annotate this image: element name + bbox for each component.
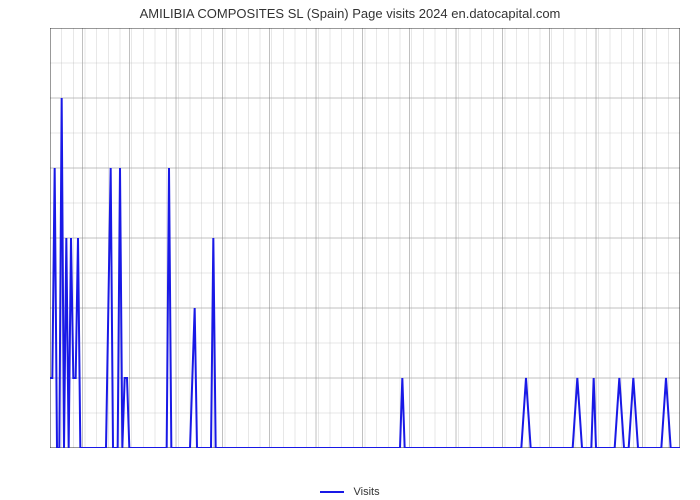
plot-area: 0123456201220132014201520162017201820192… — [50, 28, 680, 448]
legend-label: Visits — [353, 486, 379, 498]
legend: Visits — [0, 486, 700, 498]
grid — [50, 28, 680, 448]
chart-title: AMILIBIA COMPOSITES SL (Spain) Page visi… — [0, 0, 700, 21]
legend-swatch — [320, 491, 344, 493]
chart-container: AMILIBIA COMPOSITES SL (Spain) Page visi… — [0, 0, 700, 500]
